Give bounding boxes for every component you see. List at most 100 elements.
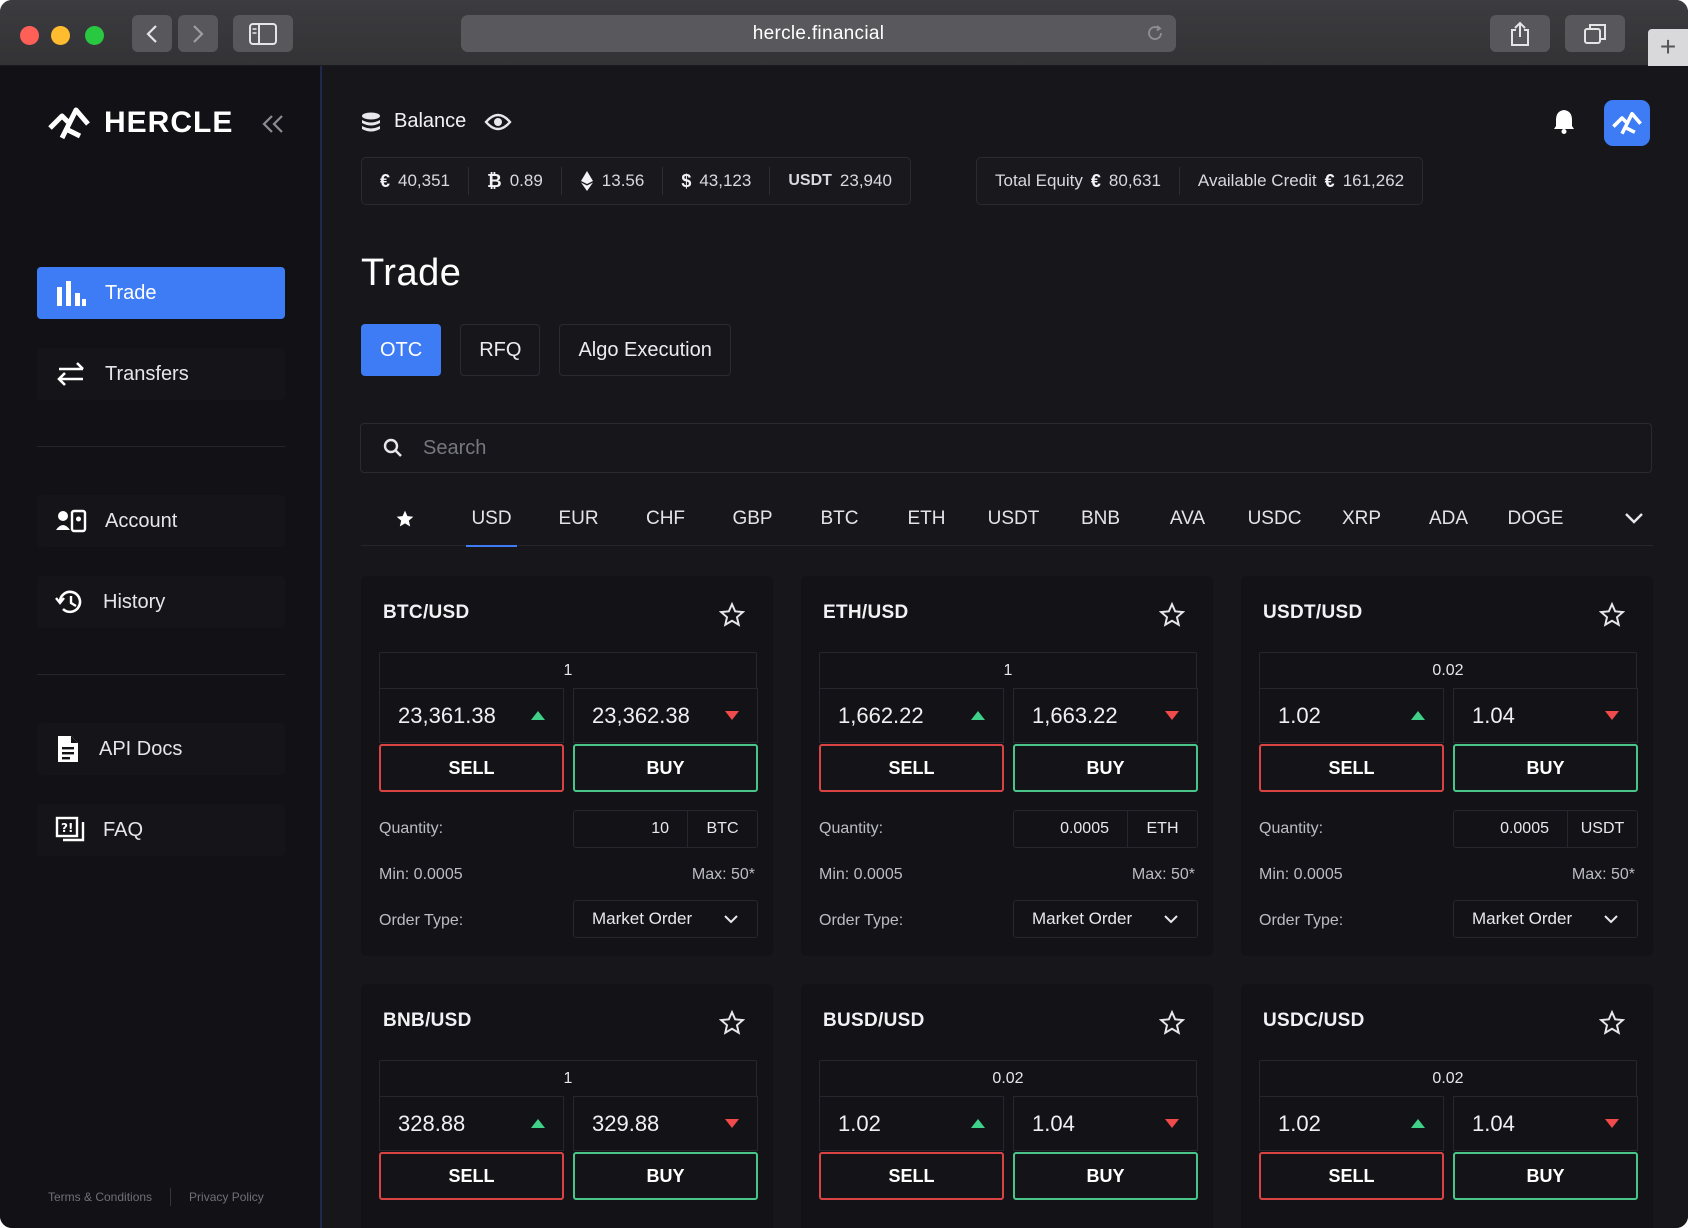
sidebar-item-account[interactable]: Account <box>37 495 285 547</box>
sidebar-item-transfers[interactable]: Transfers <box>37 348 285 400</box>
sidebar-item-faq[interactable]: ?! FAQ <box>37 804 285 856</box>
currency-tab-gbp[interactable]: GBP <box>732 507 773 529</box>
tab-rfq[interactable]: RFQ <box>460 324 541 376</box>
sidebar-divider <box>37 674 285 675</box>
share-button[interactable] <box>1490 15 1550 52</box>
coins-stack-icon <box>362 112 380 131</box>
privacy-link[interactable]: Privacy Policy <box>189 1190 264 1204</box>
arrow-down-icon <box>1605 711 1619 720</box>
trade-tabs: OTC RFQ Algo Execution <box>361 324 731 376</box>
euro-icon: € <box>1090 170 1101 191</box>
euro-icon: € <box>1324 170 1335 191</box>
sell-price-value: 1.02 <box>838 1110 881 1136</box>
chevron-down-icon[interactable] <box>1623 507 1645 529</box>
history-clock-icon <box>55 590 82 614</box>
sidebar-item-label: History <box>103 590 166 613</box>
buy-button[interactable]: BUY <box>1453 1152 1638 1200</box>
sell-button[interactable]: SELL <box>379 1152 564 1200</box>
sell-button[interactable]: SELL <box>1259 1152 1444 1200</box>
sell-button[interactable]: SELL <box>819 1152 1004 1200</box>
ethereum-icon <box>580 171 593 191</box>
buy-button[interactable]: BUY <box>1453 744 1638 792</box>
quantity-label: Quantity: <box>1259 820 1324 837</box>
sell-button[interactable]: SELL <box>379 744 564 792</box>
star-outline-icon[interactable] <box>719 602 745 628</box>
search-icon <box>383 438 402 457</box>
search-input[interactable] <box>423 436 1523 460</box>
tab-otc[interactable]: OTC <box>361 324 442 376</box>
sell-button[interactable]: SELL <box>819 744 1004 792</box>
sidebar-footer: Terms & Conditions Privacy Policy <box>48 1188 264 1206</box>
sell-price: 1.02 <box>819 1096 1004 1151</box>
buy-button[interactable]: BUY <box>573 744 758 792</box>
currency-tab-eur[interactable]: EUR <box>558 507 599 529</box>
sidebar-item-trade[interactable]: Trade <box>37 267 285 319</box>
pair-card: BTC/USD 1 23,361.38 23,362.38 SELL BUY Q… <box>361 576 773 956</box>
currency-tab-bnb[interactable]: BNB <box>1080 507 1121 529</box>
currency-tab-usdt[interactable]: USDT <box>987 507 1040 529</box>
trade-size: 1 <box>819 652 1197 688</box>
favorites-filter[interactable] <box>361 492 448 546</box>
currency-tab-doge[interactable]: DOGE <box>1507 507 1564 529</box>
tab-algo-execution[interactable]: Algo Execution <box>559 324 731 376</box>
avatar[interactable] <box>1604 100 1650 146</box>
pair-title: USDC/USD <box>1263 1010 1365 1031</box>
star-outline-icon[interactable] <box>1159 1010 1185 1036</box>
sidebar-toggle-icon <box>249 22 277 45</box>
quantity-value: 0.0005 <box>1060 820 1109 837</box>
pair-card: BNB/USD 1 328.88 329.88 SELL BUY <box>361 984 773 1228</box>
order-type-select[interactable]: Market Order <box>1013 900 1198 938</box>
star-outline-icon[interactable] <box>1599 602 1625 628</box>
balance-header: Balance <box>360 110 512 133</box>
reload-icon[interactable] <box>1146 24 1164 42</box>
zoom-window-button[interactable] <box>85 26 104 45</box>
forward-button[interactable] <box>178 15 218 52</box>
quantity-field[interactable]: 10 BTC <box>573 810 758 848</box>
quantity-field[interactable]: 0.0005 ETH <box>1013 810 1198 848</box>
order-type-select[interactable]: Market Order <box>1453 900 1638 938</box>
max-label: Max: 50* <box>1571 866 1635 883</box>
sell-price-value: 23,361.38 <box>398 702 496 728</box>
trade-size: 0.02 <box>1259 1060 1637 1096</box>
currency-tab-usd[interactable]: USD <box>448 492 535 547</box>
sell-button[interactable]: SELL <box>1259 744 1444 792</box>
total-equity-label: Total Equity <box>995 171 1083 190</box>
currency-tab-btc[interactable]: BTC <box>820 507 859 529</box>
star-outline-icon[interactable] <box>1599 1010 1625 1036</box>
star-outline-icon[interactable] <box>719 1010 745 1036</box>
currency-tab-ava[interactable]: AVA <box>1169 507 1206 529</box>
brand-logo[interactable]: HERCLE <box>48 106 233 140</box>
sidebar-toggle-button[interactable] <box>233 15 293 52</box>
close-window-button[interactable] <box>20 26 39 45</box>
pair-card: USDC/USD 0.02 1.02 1.04 SELL BUY <box>1241 984 1653 1228</box>
back-button[interactable] <box>132 15 172 52</box>
buy-button[interactable]: BUY <box>1013 1152 1198 1200</box>
eye-icon[interactable] <box>484 112 512 132</box>
quantity-label: Quantity: <box>379 820 444 837</box>
buy-button[interactable]: BUY <box>573 1152 758 1200</box>
new-tab-button[interactable]: + <box>1648 29 1688 66</box>
address-bar[interactable]: hercle.financial <box>461 15 1176 52</box>
currency-tab-chf[interactable]: CHF <box>645 507 686 529</box>
terms-link[interactable]: Terms & Conditions <box>48 1190 153 1204</box>
min-label: Min: 0.0005 <box>379 866 463 883</box>
chevron-down-icon <box>1164 915 1178 924</box>
chevron-right-icon <box>193 24 204 43</box>
minimize-window-button[interactable] <box>51 26 70 45</box>
tabs-overview-button[interactable] <box>1565 15 1625 52</box>
total-equity-value: 80,631 <box>1108 171 1161 190</box>
arrow-up-icon <box>1411 711 1425 720</box>
buy-button[interactable]: BUY <box>1013 744 1198 792</box>
currency-tab-ada[interactable]: ADA <box>1428 507 1469 529</box>
star-outline-icon[interactable] <box>1159 602 1185 628</box>
currency-tab-eth[interactable]: ETH <box>907 507 946 529</box>
quantity-field[interactable]: 0.0005 USDT <box>1453 810 1638 848</box>
currency-tab-usdc[interactable]: USDC <box>1247 507 1302 529</box>
sidebar-item-api-docs[interactable]: API Docs <box>37 723 285 775</box>
sidebar-item-history[interactable]: History <box>37 576 285 628</box>
collapse-sidebar-button[interactable] <box>262 110 284 141</box>
currency-tab-xrp[interactable]: XRP <box>1341 507 1382 529</box>
buy-price: 1.04 <box>1453 688 1638 743</box>
notification-bell-icon[interactable] <box>1552 108 1576 134</box>
order-type-select[interactable]: Market Order <box>573 900 758 938</box>
